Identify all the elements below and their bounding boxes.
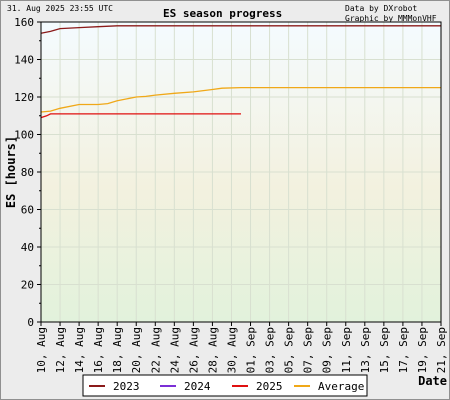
chart-title: ES season progress [163, 7, 283, 20]
x-tick-label: 24, Aug [168, 327, 181, 373]
x-tick-label: 11, Sep [340, 327, 353, 373]
y-tick-label: 20 [21, 279, 34, 292]
x-tick-label: 20, Aug [130, 327, 143, 373]
x-tick-label: 01, Sep [245, 327, 258, 373]
timestamp: 31. Aug 2025 23:55 UTC [7, 4, 113, 13]
series-line-2023 [40, 25, 441, 34]
x-tick-label: 26, Aug [187, 327, 200, 373]
x-tick-label: 28, Aug [206, 327, 219, 373]
y-tick-label: 80 [21, 166, 34, 179]
x-tick-label: 30, Aug [225, 327, 238, 373]
series-line-average [40, 86, 441, 113]
x-tick-label: 13, Sep [359, 327, 372, 373]
x-tick-label: 17, Sep [397, 327, 410, 373]
legend-label-2025: 2025 [256, 380, 283, 393]
series-line-2025 [40, 113, 241, 119]
y-tick-label: 40 [21, 241, 34, 254]
x-tick-label: 22, Aug [149, 327, 162, 373]
x-tick-label: 19, Sep [416, 327, 429, 373]
x-tick-label: 03, Sep [264, 327, 277, 373]
legend-label-2023: 2023 [113, 380, 140, 393]
y-tick-label: 0 [27, 316, 34, 329]
y-tick-label: 120 [14, 91, 34, 104]
legend-label-average: Average [318, 380, 364, 393]
y-tick-label: 100 [14, 129, 34, 142]
x-tick-label: 10, Aug [35, 327, 48, 373]
plot-border [40, 21, 442, 323]
x-tick-label: 09, Sep [321, 327, 334, 373]
y-tick-label: 160 [14, 16, 34, 29]
x-tick-label: 07, Sep [302, 327, 315, 373]
legend-box [82, 374, 368, 397]
x-axis-label: Date [418, 374, 447, 388]
credit-data: Data by DXrobot [345, 4, 418, 13]
x-tick-label: 16, Aug [92, 327, 105, 373]
legend-label-2024: 2024 [184, 380, 211, 393]
x-tick-label: 14, Aug [73, 327, 86, 373]
x-tick-label: 15, Sep [378, 327, 391, 373]
y-tick-label: 140 [14, 54, 34, 67]
y-tick-label: 60 [21, 204, 34, 217]
x-tick-label: 18, Aug [111, 327, 124, 373]
y-axis-label: ES [hours] [4, 136, 18, 208]
x-tick-label: 21, Sep [435, 327, 448, 373]
x-tick-label: 12, Aug [54, 327, 67, 373]
credit-graphic: Graphic by MMMonVHF [345, 14, 437, 23]
x-tick-label: 05, Sep [283, 327, 296, 373]
